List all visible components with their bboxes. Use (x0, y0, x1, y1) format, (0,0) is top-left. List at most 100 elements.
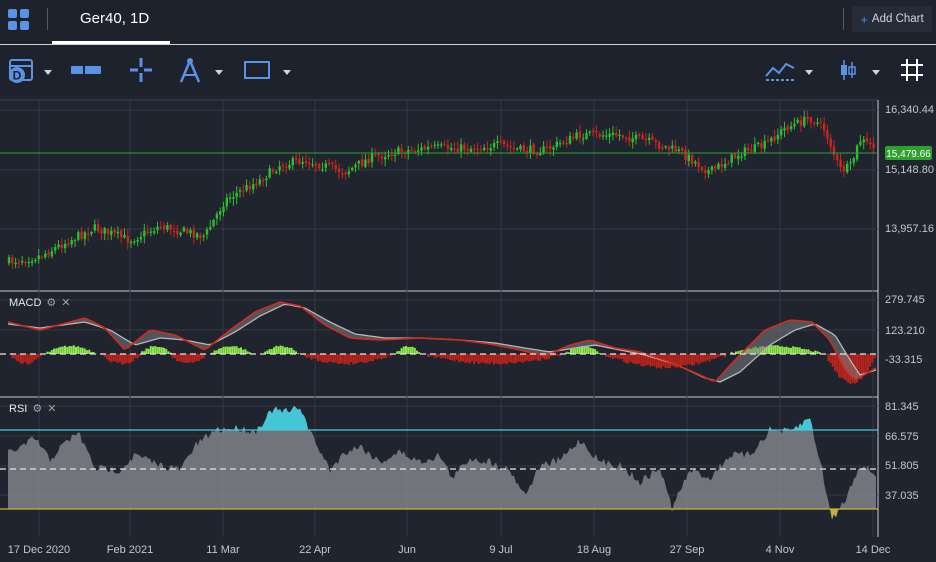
candle-body (169, 224, 172, 230)
candle-body (727, 163, 730, 165)
layout-grid-icon[interactable] (8, 9, 30, 31)
macd-histogram-bar (24, 354, 27, 363)
candle-body (535, 154, 539, 156)
candle-style-icon[interactable] (838, 56, 858, 84)
candle-body (374, 154, 377, 156)
macd-histogram-bar (365, 354, 368, 364)
add-chart-button[interactable]: + Add Chart (852, 6, 932, 32)
candle-body (57, 244, 60, 248)
candle-body (271, 169, 275, 172)
drawing-compass-icon[interactable] (177, 56, 203, 84)
settings-icon[interactable]: ⚙ (46, 297, 57, 309)
macd-histogram-bar (15, 354, 18, 361)
rsi-tick-label: 51.805 (885, 460, 919, 472)
macd-histogram-bar (724, 354, 726, 358)
macd-histogram-bar (90, 351, 93, 354)
macd-histogram-bar (409, 346, 412, 354)
macd-histogram-bar (218, 348, 220, 354)
macd-histogram-bar (737, 351, 740, 354)
candle-body (476, 148, 479, 150)
chevron-down-icon[interactable] (215, 70, 223, 75)
header-divider (0, 44, 936, 45)
macd-histogram-bar (345, 354, 348, 364)
macd-histogram-bar (292, 350, 295, 354)
candle-body (690, 155, 694, 165)
candle-body (826, 130, 829, 139)
candle-body (760, 143, 763, 148)
candle-body (562, 142, 565, 144)
macd-histogram-bar (609, 354, 612, 358)
macd-histogram-bar (570, 349, 572, 354)
chart-area[interactable]: 16,340.44 15,148.80 13,957.16 15,479.66 279.… (0, 96, 936, 562)
candle-body (331, 162, 334, 165)
macd-histogram-bar (457, 354, 460, 363)
macd-histogram-bar (165, 348, 168, 354)
macd-histogram-bar (596, 351, 599, 354)
close-icon[interactable]: ✕ (61, 297, 71, 309)
macd-histogram-bar (449, 354, 451, 360)
chevron-down-icon[interactable] (283, 70, 291, 75)
divider (843, 8, 844, 30)
macd-histogram-bar (594, 349, 597, 354)
candle-body (202, 235, 205, 237)
macd-histogram-bar (295, 351, 297, 354)
macd-histogram-bar (352, 354, 355, 365)
macd-histogram-bar (187, 354, 190, 363)
measure-icon[interactable] (70, 56, 102, 84)
candle-body (862, 139, 865, 143)
candle-body (661, 147, 664, 150)
tab-title[interactable]: Ger40, 1D (80, 10, 150, 27)
candle-body (582, 138, 585, 140)
add-chart-label: Add Chart (871, 13, 924, 25)
close-icon[interactable]: ✕ (47, 403, 57, 415)
candle-body (139, 236, 143, 240)
macd-histogram-bar (627, 354, 630, 364)
rectangle-icon[interactable] (243, 56, 271, 84)
chart-canvas[interactable]: 16,340.44 15,148.80 13,957.16 15,479.66 279.… (0, 96, 936, 562)
candle-body (30, 261, 34, 264)
candle-body (740, 156, 743, 158)
crosshair-icon[interactable] (128, 56, 154, 84)
macd-histogram-bar (831, 354, 834, 367)
candle-body (14, 262, 17, 265)
candle-body (162, 225, 166, 230)
macd-histogram-bar (66, 347, 69, 354)
settings-icon[interactable]: ⚙ (32, 403, 43, 415)
macd-histogram-bar (431, 354, 434, 356)
date-range-button[interactable]: D (6, 56, 36, 84)
macd-histogram-bar (572, 348, 575, 354)
macd-histogram-bar (147, 348, 150, 354)
candle-body (558, 143, 562, 145)
candle-body (258, 179, 261, 185)
rsi-area (8, 405, 876, 520)
candle-body (248, 185, 252, 190)
macd-histogram-bar (160, 347, 163, 354)
candle-body (813, 122, 816, 125)
macd-histogram-bar (55, 348, 58, 354)
candle-body (506, 144, 509, 147)
chevron-down-icon[interactable] (872, 70, 880, 75)
macd-histogram-bar (869, 354, 872, 367)
grid-icon[interactable] (899, 56, 925, 84)
macd-histogram-bar (413, 347, 416, 354)
macd-tick-label: 123.210 (885, 325, 925, 337)
candle-body (384, 157, 387, 160)
candle-body (403, 152, 407, 155)
candle-body (261, 180, 265, 182)
candle-body (601, 135, 605, 137)
macd-histogram-bar (380, 354, 383, 360)
candle-body (687, 154, 690, 162)
candle-body (591, 130, 595, 132)
macd-histogram-bar (490, 354, 493, 363)
chevron-down-icon[interactable] (44, 70, 52, 75)
macd-histogram-bar (715, 354, 718, 359)
indicators-icon[interactable] (764, 56, 796, 84)
macd-histogram-bar (462, 354, 465, 362)
candle-body (763, 140, 766, 149)
macd-histogram-bar (26, 354, 29, 365)
candle-body (717, 163, 720, 169)
macd-histogram-bar (673, 354, 676, 367)
candle-body (624, 137, 628, 139)
candle-body (803, 116, 806, 127)
chevron-down-icon[interactable] (805, 70, 813, 75)
